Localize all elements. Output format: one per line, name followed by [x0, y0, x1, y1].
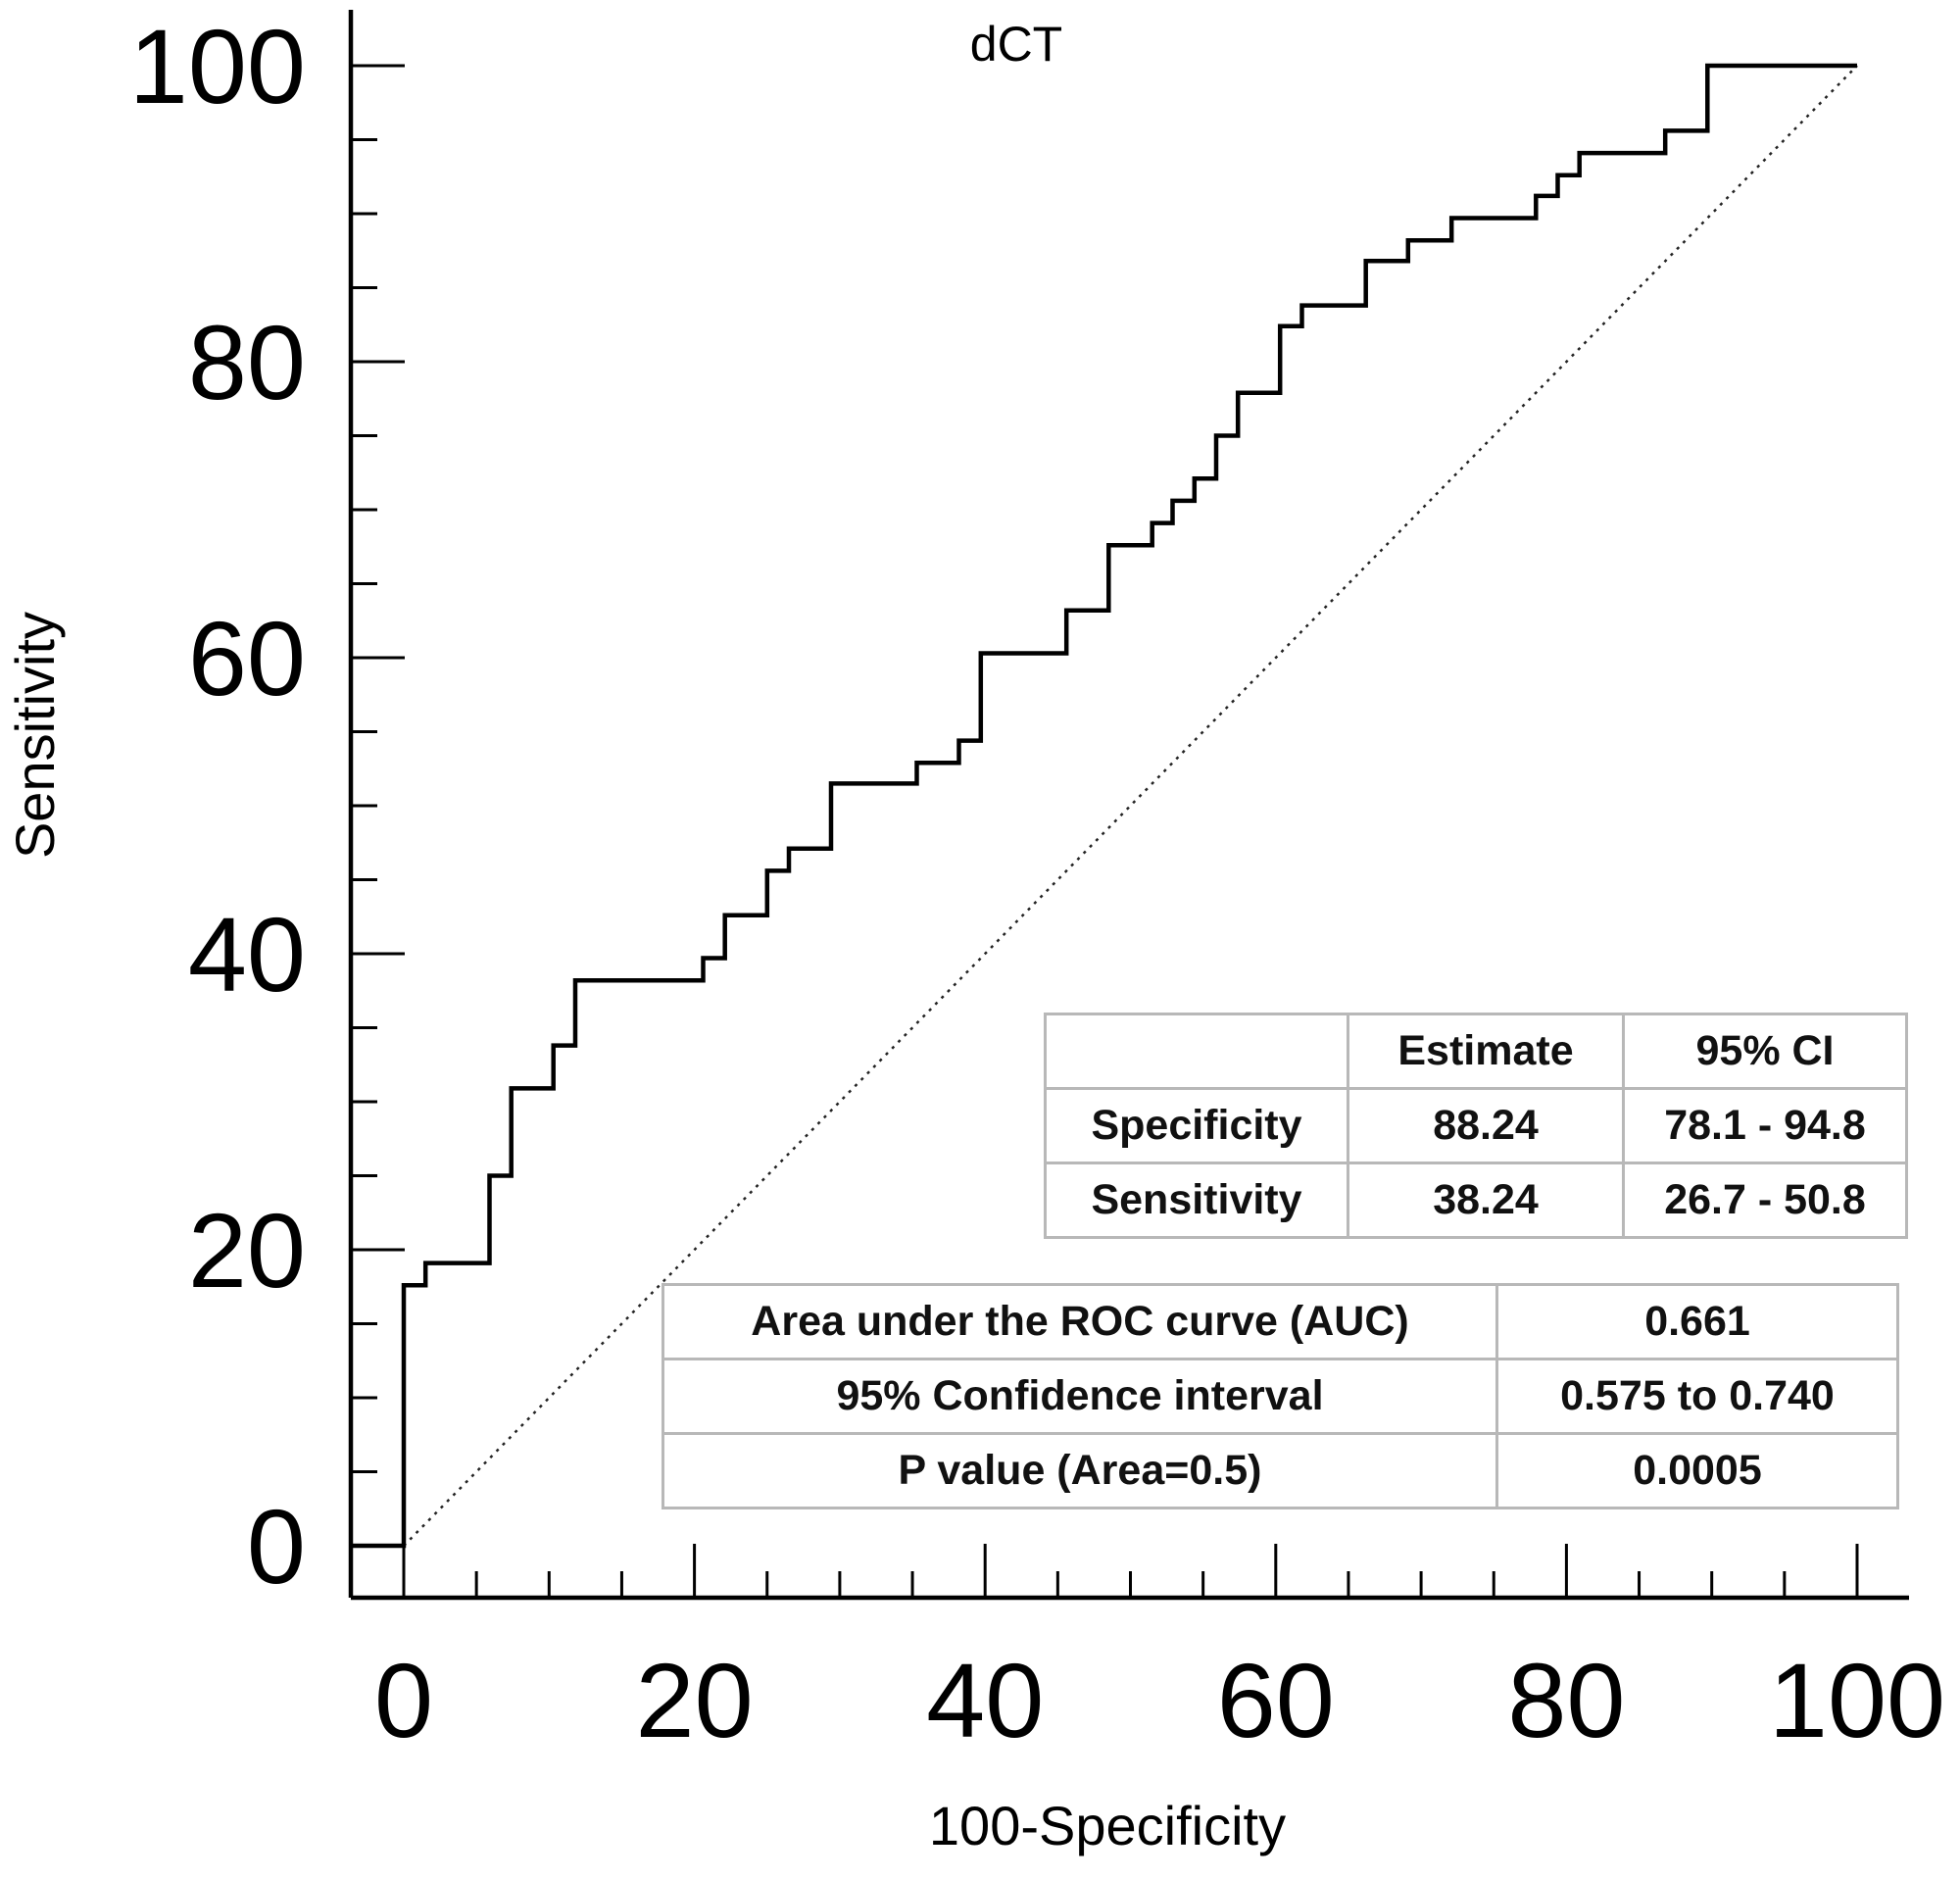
y-tick-label: 100 [129, 7, 306, 125]
y-tick-label: 0 [247, 1487, 306, 1606]
auc-value: 0.661 [1495, 1283, 1899, 1360]
table-row: Specificity 88.24 78.1 - 94.8 [1044, 1087, 1908, 1164]
y-tick-label: 40 [188, 895, 306, 1014]
y-tick-label: 80 [188, 303, 306, 421]
table-row: 95% Confidence interval 0.575 to 0.740 [662, 1358, 1899, 1435]
criterion-header-row: Estimate 95% CI [1044, 1013, 1908, 1090]
specificity-estimate: 88.24 [1347, 1087, 1625, 1164]
x-axis-label: 100-Specificity [929, 1795, 1286, 1856]
sensitivity-label: Sensitivity [1044, 1162, 1349, 1239]
x-tick-label: 0 [374, 1641, 433, 1759]
ci-value: 0.575 to 0.740 [1495, 1358, 1899, 1435]
table-row: Sensitivity 38.24 26.7 - 50.8 [1044, 1162, 1908, 1239]
criterion-table: Estimate 95% CI Specificity 88.24 78.1 -… [1044, 1013, 1908, 1239]
y-axis-label: Sensitivity [4, 612, 66, 859]
x-tick-label: 20 [636, 1641, 754, 1759]
roc-curve [353, 63, 1857, 1549]
pvalue-label: P value (Area=0.5) [662, 1432, 1498, 1509]
table-row: Area under the ROC curve (AUC) 0.661 [662, 1283, 1899, 1360]
x-tick-label: 40 [926, 1641, 1044, 1759]
auc-table: Area under the ROC curve (AUC) 0.661 95%… [662, 1283, 1899, 1509]
chart-title: dCT [970, 17, 1062, 72]
x-tick-label: 60 [1217, 1641, 1335, 1759]
reference-diagonal [403, 65, 1858, 1547]
pvalue-value: 0.0005 [1495, 1432, 1899, 1509]
ci-header: 95% CI [1622, 1013, 1908, 1090]
criterion-header-empty [1044, 1013, 1349, 1090]
y-tick-label: 20 [188, 1191, 306, 1310]
specificity-ci: 78.1 - 94.8 [1622, 1087, 1908, 1164]
x-tick-label: 100 [1769, 1641, 1945, 1759]
table-row: P value (Area=0.5) 0.0005 [662, 1432, 1899, 1509]
y-tick-label: 60 [188, 599, 306, 717]
estimate-header: Estimate [1347, 1013, 1625, 1090]
auc-label: Area under the ROC curve (AUC) [662, 1283, 1498, 1360]
specificity-label: Specificity [1044, 1087, 1349, 1164]
sensitivity-estimate: 38.24 [1347, 1162, 1625, 1239]
sensitivity-ci: 26.7 - 50.8 [1622, 1162, 1908, 1239]
x-tick-label: 80 [1507, 1641, 1625, 1759]
ci-label: 95% Confidence interval [662, 1358, 1498, 1435]
